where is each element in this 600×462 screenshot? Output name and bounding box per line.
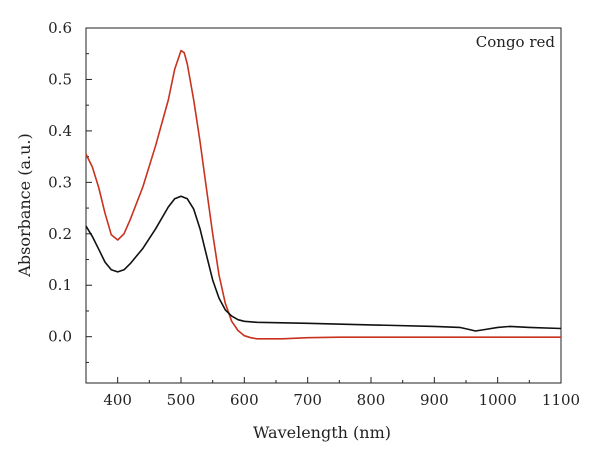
x-tick-label: 400 xyxy=(103,391,132,409)
plot-frame xyxy=(85,27,562,384)
x-axis: 400 500 600 700 800 900 1000 1100 xyxy=(85,377,580,409)
y-axis: 0.0 0.1 0.2 0.3 0.4 0.5 0.6 xyxy=(48,19,92,363)
y-tick-label: 0.5 xyxy=(48,70,72,88)
y-tick-label: 0.1 xyxy=(48,276,72,294)
series-line-1 xyxy=(85,49,561,340)
x-tick-label: 1100 xyxy=(542,391,580,409)
x-axis-title: Wavelength (nm) xyxy=(253,423,391,442)
y-tick-label: 0.3 xyxy=(48,173,72,191)
y-axis-title: Absorbance (a.u.) xyxy=(15,133,34,277)
series-layer xyxy=(85,49,562,340)
y-tick-label: 0.2 xyxy=(48,225,72,243)
x-tick-label: 900 xyxy=(420,391,449,409)
x-tick-label: 500 xyxy=(167,391,196,409)
y-tick-label: 0.0 xyxy=(48,328,72,346)
x-tick-label: 600 xyxy=(230,391,259,409)
y-tick-label: 0.4 xyxy=(48,122,72,140)
plot-border xyxy=(85,27,562,384)
x-tick-label: 800 xyxy=(357,391,386,409)
x-tick-label: 700 xyxy=(293,391,322,409)
y-tick-label: 0.6 xyxy=(48,19,72,37)
annotation-congo-red: Congo red xyxy=(476,33,556,51)
series-line-2 xyxy=(85,195,562,332)
x-tick-label: 1000 xyxy=(479,391,517,409)
